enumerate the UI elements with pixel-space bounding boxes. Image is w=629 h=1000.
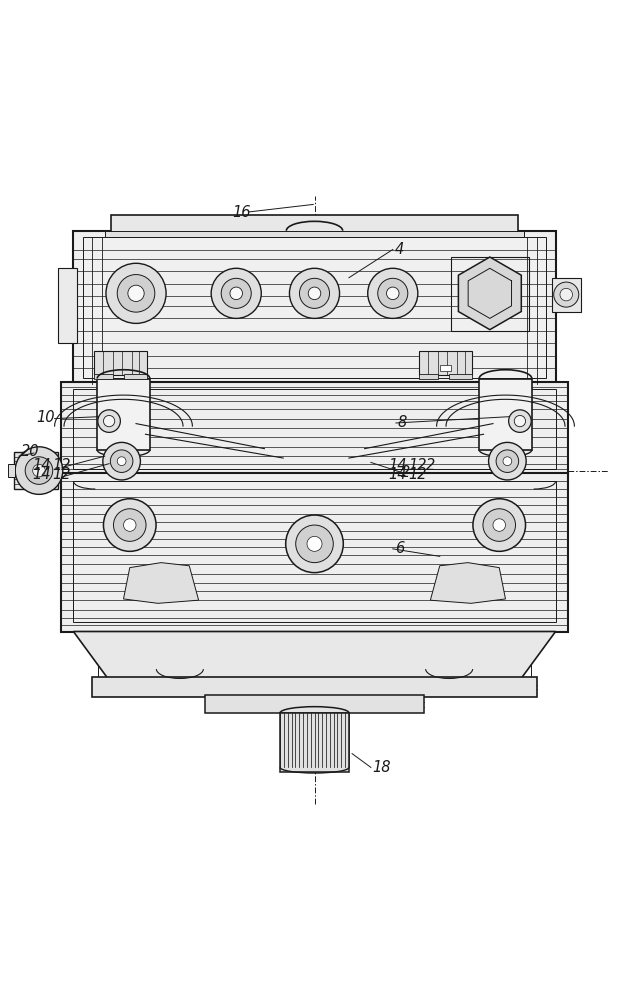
- Circle shape: [103, 499, 156, 551]
- Bar: [111, 215, 518, 234]
- Text: 12: 12: [408, 458, 427, 473]
- Circle shape: [496, 450, 519, 472]
- Circle shape: [128, 285, 144, 301]
- Bar: [419, 374, 438, 379]
- Circle shape: [211, 268, 261, 318]
- Bar: [8, 464, 15, 477]
- Circle shape: [473, 499, 526, 551]
- Text: 12: 12: [53, 458, 71, 473]
- Text: 18: 18: [372, 760, 391, 775]
- Circle shape: [503, 457, 512, 466]
- Text: 2: 2: [426, 458, 435, 473]
- PathPatch shape: [123, 563, 199, 603]
- Circle shape: [25, 457, 53, 484]
- Circle shape: [117, 457, 126, 466]
- Bar: [552, 278, 581, 312]
- Bar: [448, 374, 472, 379]
- Bar: [92, 677, 537, 697]
- Circle shape: [378, 278, 408, 308]
- Bar: [83, 237, 546, 378]
- Circle shape: [308, 287, 321, 300]
- Circle shape: [307, 536, 322, 551]
- Polygon shape: [459, 257, 521, 330]
- Bar: [205, 695, 424, 713]
- Text: 14: 14: [388, 467, 407, 482]
- Text: 14: 14: [33, 467, 51, 482]
- Text: 10: 10: [36, 410, 54, 425]
- Circle shape: [123, 519, 136, 531]
- Bar: [479, 379, 532, 450]
- Circle shape: [230, 287, 243, 300]
- Text: 12: 12: [408, 467, 427, 482]
- Bar: [104, 231, 525, 237]
- Circle shape: [299, 278, 330, 308]
- Circle shape: [289, 268, 340, 318]
- Circle shape: [515, 415, 526, 427]
- PathPatch shape: [430, 563, 506, 603]
- Circle shape: [368, 268, 418, 318]
- Bar: [97, 379, 150, 450]
- Text: 6: 6: [394, 541, 404, 556]
- Circle shape: [286, 515, 343, 573]
- Circle shape: [15, 447, 63, 494]
- Bar: [61, 473, 568, 632]
- Text: 16: 16: [232, 205, 250, 220]
- Circle shape: [554, 282, 579, 307]
- Circle shape: [493, 519, 506, 531]
- Circle shape: [103, 442, 140, 480]
- Circle shape: [33, 464, 45, 477]
- Bar: [94, 374, 113, 379]
- Circle shape: [386, 287, 399, 300]
- Bar: [74, 231, 555, 384]
- Text: 8: 8: [397, 415, 406, 430]
- Circle shape: [509, 410, 531, 432]
- Text: 14: 14: [33, 458, 51, 473]
- Bar: [440, 365, 451, 371]
- Bar: [58, 268, 77, 343]
- Text: 14: 14: [388, 458, 407, 473]
- Circle shape: [560, 288, 572, 301]
- Circle shape: [113, 509, 146, 541]
- Circle shape: [489, 442, 526, 480]
- Bar: [419, 351, 472, 375]
- Text: 20: 20: [21, 444, 40, 459]
- Circle shape: [103, 415, 114, 427]
- Bar: [74, 389, 555, 469]
- Bar: [451, 257, 528, 331]
- Bar: [123, 374, 147, 379]
- Circle shape: [110, 450, 133, 472]
- Circle shape: [98, 410, 120, 432]
- Text: 2: 2: [401, 465, 410, 480]
- Circle shape: [106, 263, 166, 323]
- Circle shape: [117, 275, 155, 312]
- Bar: [74, 481, 555, 622]
- Bar: [14, 452, 58, 489]
- Bar: [61, 382, 568, 475]
- Circle shape: [296, 525, 333, 563]
- Text: 12: 12: [53, 467, 71, 482]
- Circle shape: [221, 278, 251, 308]
- Polygon shape: [74, 632, 555, 678]
- Text: 4: 4: [394, 242, 404, 257]
- Circle shape: [483, 509, 516, 541]
- Bar: [94, 351, 147, 375]
- Bar: [280, 713, 349, 772]
